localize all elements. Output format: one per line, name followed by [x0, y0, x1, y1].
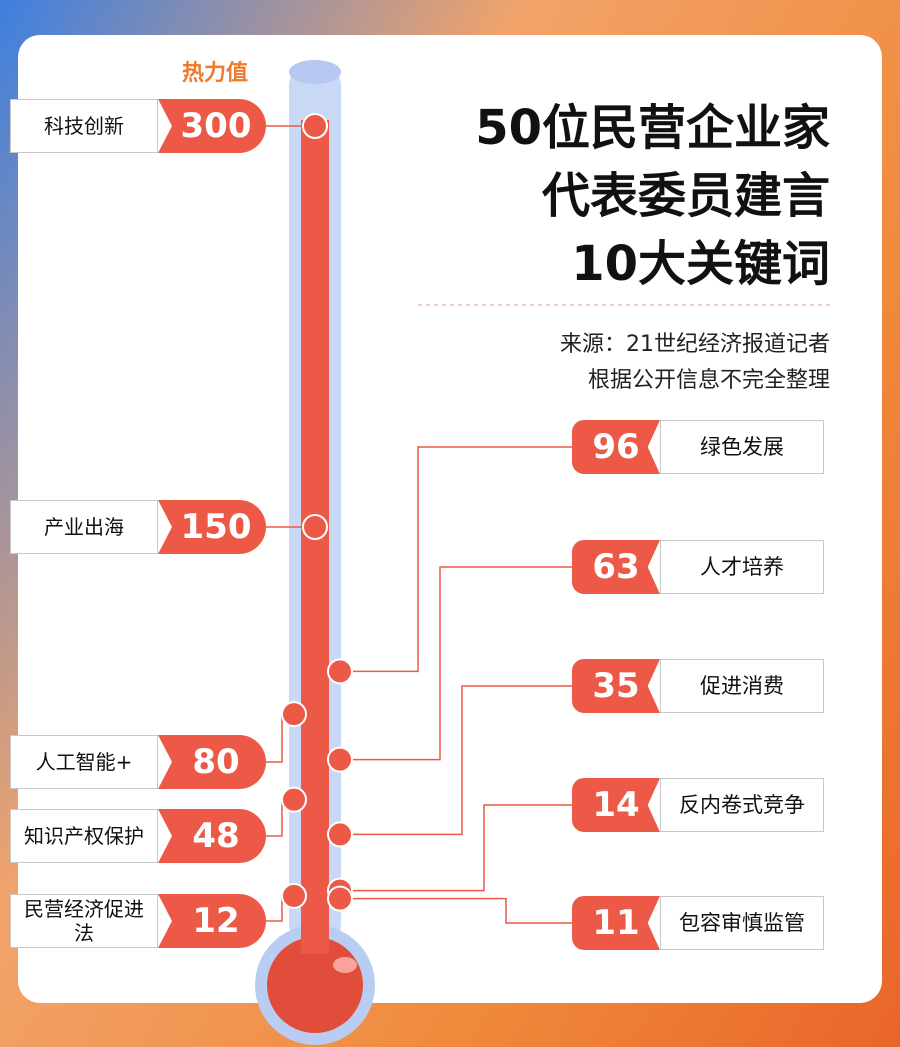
dot	[327, 821, 353, 848]
category-label: 人才培养	[660, 540, 824, 594]
axis-label: 热力值	[182, 60, 248, 86]
dot	[281, 701, 307, 728]
source-line: 根据公开信息不完全整理	[587, 368, 830, 393]
dot	[302, 514, 328, 540]
tube-top	[289, 60, 341, 84]
title-line: 10大关键词	[571, 236, 830, 292]
card	[18, 35, 882, 1003]
dots	[281, 113, 353, 912]
dot	[327, 658, 353, 685]
value-label: 300	[158, 99, 266, 153]
dot	[327, 885, 353, 912]
category-label: 科技创新	[10, 99, 158, 153]
value-label: 12	[158, 894, 266, 948]
value-label: 14	[572, 778, 660, 832]
value-label: 35	[572, 659, 660, 713]
dot	[327, 746, 353, 773]
connector	[340, 804, 572, 892]
label-box: 民营经济促进法 12	[10, 894, 266, 948]
category-label: 促进消费	[660, 659, 824, 713]
dot	[302, 113, 328, 139]
label-box: 14 反内卷式竞争	[572, 778, 824, 832]
value-label: 96	[572, 420, 660, 474]
category-label: 民营经济促进法	[10, 894, 158, 948]
label-box: 产业出海 150	[10, 500, 266, 554]
category-label: 人工智能+	[10, 735, 158, 789]
label-box: 63 人才培养	[572, 540, 824, 594]
connector	[340, 897, 572, 924]
connector	[340, 685, 572, 836]
label-box: 96 绿色发展	[572, 420, 824, 474]
label-box: 知识产权保护 48	[10, 809, 266, 863]
title-line: 50位民营企业家	[475, 100, 830, 156]
value-label: 150	[158, 500, 266, 554]
dot	[281, 786, 307, 813]
connector	[340, 566, 572, 761]
value-label: 48	[158, 809, 266, 863]
bulb-shine	[333, 957, 357, 973]
dot	[281, 882, 307, 909]
category-label: 知识产权保护	[10, 809, 158, 863]
label-box: 人工智能+ 80	[10, 735, 266, 789]
category-label: 产业出海	[10, 500, 158, 554]
value-label: 63	[572, 540, 660, 594]
value-label: 11	[572, 896, 660, 950]
value-label: 80	[158, 735, 266, 789]
connector	[340, 446, 572, 673]
label-box: 科技创新 300	[10, 99, 266, 153]
source-line: 来源：21世纪经济报道记者	[560, 332, 830, 357]
connectors	[265, 125, 572, 924]
category-label: 绿色发展	[660, 420, 824, 474]
category-label: 反内卷式竞争	[660, 778, 824, 832]
title-line: 代表委员建言	[541, 168, 830, 224]
category-label: 包容审慎监管	[660, 896, 824, 950]
label-box: 11 包容审慎监管	[572, 896, 824, 950]
label-box: 35 促进消费	[572, 659, 824, 713]
